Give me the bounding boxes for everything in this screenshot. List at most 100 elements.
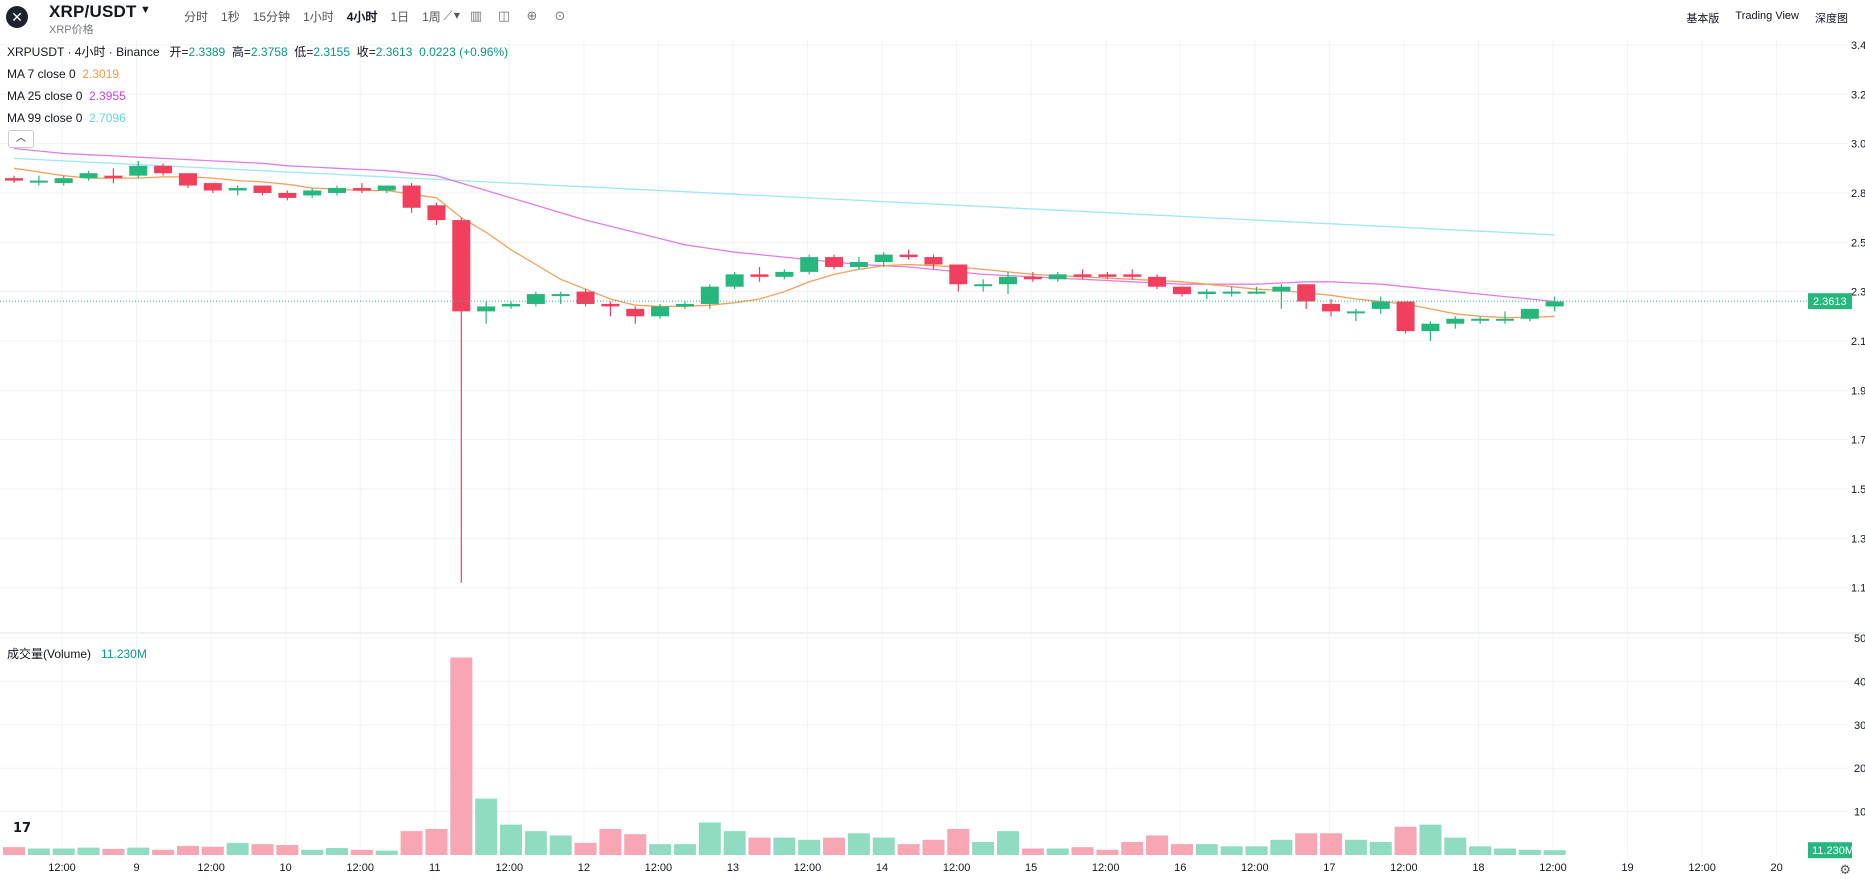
more-intervals-chevron-icon[interactable]: ▾ (453, 8, 460, 22)
high-label: 高= (231, 45, 251, 59)
gear-icon[interactable]: ⚙ (1839, 862, 1851, 877)
interval-tab[interactable]: 1小时 (303, 10, 334, 24)
candle-body (1322, 303, 1341, 312)
candle-body (1371, 301, 1390, 309)
time-tick-label: 12:00 (1539, 862, 1567, 874)
candle-body (675, 303, 694, 307)
interval-tabs: 分时 1秒 15分钟 1小时 4小时 1日 1周 ▾ (184, 8, 473, 25)
candle-body (1272, 286, 1291, 292)
time-tick-label: 11 (429, 862, 440, 874)
ma99-row: MA 99 close 0 2.7096 (7, 111, 508, 133)
volume-bar (350, 849, 373, 855)
last-volume-text: 11.230M (1812, 845, 1854, 857)
volume-bar (27, 848, 50, 855)
candle-body (1545, 301, 1564, 307)
volume-bar (1518, 849, 1541, 855)
ma25-row: MA 25 close 0 2.3955 (7, 89, 508, 111)
time-tick-label: 12:00 (1241, 862, 1269, 874)
chart-legend: XRPUSDT · 4小时 · Binance 开=2.3389 高=2.375… (7, 45, 508, 133)
candle-body (1520, 308, 1539, 319)
ma99-line (13, 157, 1555, 236)
ma7-row: MA 7 close 0 2.3019 (7, 67, 508, 89)
volume-bar (1394, 826, 1417, 855)
symbol-title[interactable]: XRP/USDT (49, 2, 137, 21)
volume-bar (1469, 846, 1492, 855)
candle-body (1471, 318, 1490, 321)
candle-body (1123, 274, 1142, 277)
interval-tab[interactable]: 4小时 (346, 10, 378, 24)
price-tick-label: 1.9999 (1851, 385, 1865, 397)
volume-bar (1494, 848, 1516, 855)
chart-type-icon[interactable]: ▥ (469, 8, 483, 23)
candle-body (427, 205, 446, 221)
depth-chart-link[interactable]: 深度图 (1815, 13, 1848, 25)
interval-tab[interactable]: 1日 (390, 10, 410, 24)
candle-body (328, 188, 347, 193)
time-tick-label: 12:00 (1688, 862, 1716, 874)
candle-body (999, 276, 1017, 285)
chevron-down-icon[interactable]: ▼ (140, 4, 151, 16)
volume-bar (624, 834, 647, 855)
indicator-icon[interactable]: ⟋ (443, 8, 453, 23)
volume-bar (922, 839, 945, 855)
settings-circle-icon[interactable]: ⊙ (554, 8, 566, 23)
candle-body (502, 303, 520, 307)
time-tick-label: 12:00 (346, 862, 374, 874)
basic-view-link[interactable]: 基本版 (1686, 13, 1720, 25)
volume-bar (1170, 844, 1193, 855)
volume-bar (1046, 848, 1069, 855)
screenshot-icon[interactable]: ◫ (497, 8, 511, 23)
candle-body (253, 185, 272, 193)
volume-value: 11.230M (101, 647, 147, 661)
candle-body (203, 183, 222, 191)
close-value: 2.3613 (375, 45, 413, 59)
candle-body (303, 190, 322, 196)
plus-circle-icon[interactable]: ⊕ (526, 8, 538, 23)
volume-bar (649, 844, 672, 855)
volume-legend: 成交量(Volume) 11.230M (7, 645, 147, 662)
candle-body (54, 178, 73, 184)
interval-tab[interactable]: 1周 (422, 10, 441, 24)
open-value: 2.3389 (188, 45, 226, 59)
candle-body (178, 173, 197, 186)
low-label: 低= (294, 45, 314, 59)
candle-body (576, 291, 595, 304)
volume-bar (77, 847, 100, 855)
candle-body (849, 262, 868, 267)
candle-body (1197, 291, 1216, 295)
candle-body (228, 188, 247, 191)
time-tick-label: 19 (1621, 862, 1633, 874)
interval-tab[interactable]: 分时 (184, 10, 209, 24)
volume-bar (152, 849, 175, 855)
tool-icons: ⟋ ▥ ◫ ⊕ ⊙ (440, 8, 580, 24)
volume-bar (947, 828, 970, 855)
candle-body (377, 185, 396, 191)
interval-tab[interactable]: 15分钟 (252, 10, 291, 24)
volume-bar (1071, 847, 1094, 855)
time-tick-label: 18 (1472, 862, 1484, 874)
interval-tab[interactable]: 1秒 (221, 10, 240, 24)
collapse-legend-button[interactable]: ︿ (8, 130, 34, 148)
price-tick-label: 3.0000 (1851, 139, 1865, 151)
price-tick-label: 2.8000 (1851, 188, 1865, 200)
candle-body (5, 178, 23, 181)
time-tick-label: 13 (727, 862, 739, 874)
volume-bar (698, 822, 721, 855)
time-tick-label: 12:00 (496, 862, 524, 874)
tradingview-link[interactable]: Trading View (1735, 10, 1799, 22)
volume-bar (176, 845, 199, 855)
volume-bar (276, 845, 299, 855)
close-icon[interactable]: ✕ (6, 6, 28, 28)
volume-bar (1543, 850, 1566, 855)
volume-tick-label: 100M (1854, 807, 1865, 819)
volume-bar (1444, 837, 1467, 855)
price-tick-label: 1.3999 (1851, 533, 1865, 545)
ma25-line (13, 147, 1555, 303)
time-tick-label: 12:00 (48, 862, 76, 874)
time-tick-label: 9 (133, 862, 139, 874)
price-tick-label: 3.4000 (1851, 40, 1865, 52)
volume-bar (673, 844, 696, 855)
tradingview-logo-icon[interactable]: 𝟭𝟳 (13, 820, 32, 835)
volume-bar (326, 848, 349, 855)
